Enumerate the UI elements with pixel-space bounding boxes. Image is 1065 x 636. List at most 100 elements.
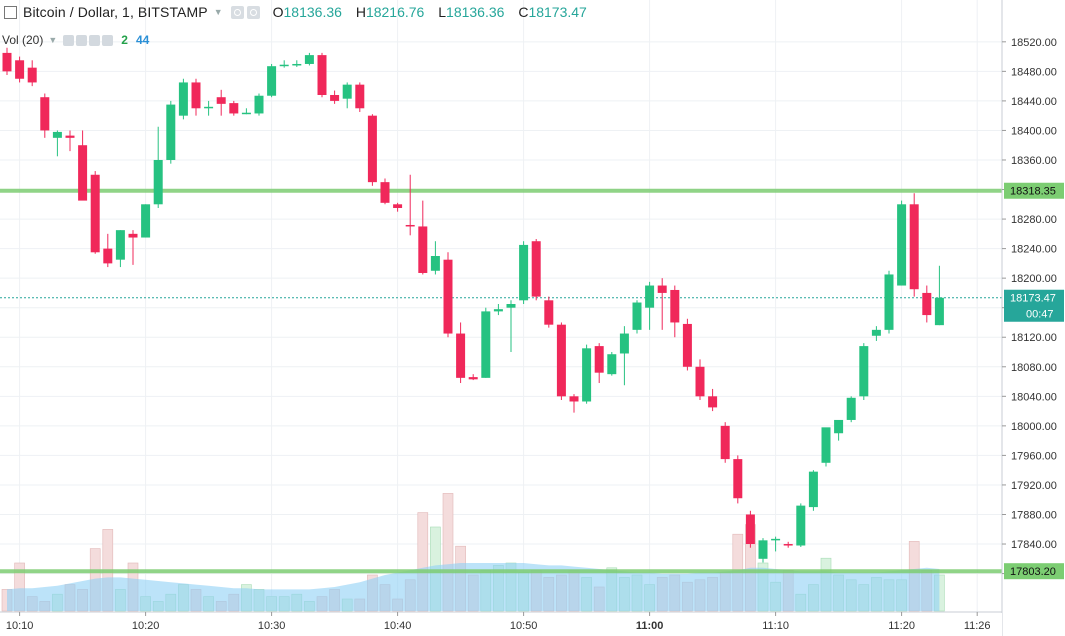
candle-body[interactable]	[330, 94, 340, 101]
close-value: 18173.47	[528, 4, 587, 20]
candles	[2, 47, 944, 563]
candle-body[interactable]	[153, 159, 163, 205]
time-tick-label: 10:20	[132, 620, 160, 632]
candle-body[interactable]	[443, 259, 453, 334]
candle-body[interactable]	[27, 67, 37, 83]
candle-body[interactable]	[65, 135, 75, 138]
candle-body[interactable]	[531, 241, 541, 297]
settings-icon[interactable]	[230, 5, 244, 19]
candle-body[interactable]	[556, 324, 566, 397]
candle-body[interactable]	[733, 459, 743, 499]
candle-body[interactable]	[204, 106, 214, 109]
candle-body[interactable]	[241, 112, 251, 115]
candle-body[interactable]	[481, 311, 491, 378]
candle-body[interactable]	[355, 84, 365, 109]
candle-body[interactable]	[52, 131, 62, 138]
price-tick-label: 18080.00	[1011, 362, 1057, 374]
last-price-label: 18173.47	[1010, 293, 1056, 305]
candle-body[interactable]	[695, 366, 705, 397]
candle-body[interactable]	[90, 174, 100, 253]
candle-body[interactable]	[304, 55, 314, 64]
candle-body[interactable]	[922, 292, 932, 316]
candle-body[interactable]	[720, 425, 730, 460]
candle-body[interactable]	[418, 226, 428, 273]
candle-body[interactable]	[871, 329, 881, 336]
candle-body[interactable]	[657, 285, 667, 293]
candle-body[interactable]	[934, 297, 944, 326]
candle-body[interactable]	[393, 204, 403, 208]
chevron-down-icon[interactable]: ▼	[48, 35, 58, 45]
candle-body[interactable]	[909, 204, 919, 290]
close-icon[interactable]	[102, 34, 114, 46]
candle-body[interactable]	[582, 348, 592, 402]
candle-body[interactable]	[456, 333, 466, 378]
candle-body[interactable]	[670, 289, 680, 323]
candle-body[interactable]	[796, 505, 806, 546]
candle-body[interactable]	[216, 97, 226, 104]
candle-body[interactable]	[771, 538, 781, 541]
candle-body[interactable]	[380, 182, 390, 203]
eye-icon[interactable]	[63, 34, 75, 46]
candle-body[interactable]	[758, 540, 768, 559]
candle-body[interactable]	[254, 95, 264, 114]
price-tick-label: 18000.00	[1011, 421, 1057, 433]
plus-icon[interactable]	[89, 34, 101, 46]
candle-body[interactable]	[821, 427, 831, 463]
candle-body[interactable]	[2, 52, 12, 72]
candle-body[interactable]	[178, 82, 188, 116]
volume-label[interactable]: Vol (20)	[2, 33, 44, 47]
candle-body[interactable]	[15, 60, 25, 79]
candle-body[interactable]	[708, 396, 718, 408]
candle-body[interactable]	[141, 204, 151, 238]
candle-body[interactable]	[191, 82, 201, 109]
collapse-square-icon[interactable]	[4, 5, 17, 19]
candle-body[interactable]	[884, 274, 894, 330]
candle-body[interactable]	[279, 64, 289, 67]
price-tick-label: 18280.00	[1011, 214, 1057, 226]
candle-body[interactable]	[506, 304, 516, 308]
candle-body[interactable]	[342, 84, 352, 99]
candle-body[interactable]	[783, 544, 793, 546]
candle-body[interactable]	[40, 97, 50, 131]
candle-body[interactable]	[619, 333, 629, 354]
candle-body[interactable]	[632, 302, 642, 330]
candle-body[interactable]	[834, 419, 844, 434]
candle-body[interactable]	[859, 346, 869, 397]
candle-body[interactable]	[115, 230, 125, 260]
gear-icon[interactable]	[76, 34, 88, 46]
candle-body[interactable]	[128, 233, 138, 238]
chevron-down-icon[interactable]: ▼	[213, 7, 223, 17]
candle-body[interactable]	[897, 204, 907, 286]
gear-icon[interactable]	[246, 5, 260, 19]
low-value: 18136.36	[446, 4, 505, 20]
price-tick-label: 18360.00	[1011, 155, 1057, 167]
candle-body[interactable]	[103, 248, 113, 264]
candle-body[interactable]	[78, 145, 88, 201]
candle-body[interactable]	[682, 323, 692, 367]
candle-body[interactable]	[645, 285, 655, 308]
level-price-tag	[1004, 563, 1064, 580]
candle-body[interactable]	[468, 377, 478, 380]
candle-body[interactable]	[267, 66, 277, 96]
candle-body[interactable]	[430, 255, 440, 271]
candle-body[interactable]	[166, 104, 176, 160]
candle-body[interactable]	[292, 63, 302, 66]
candle-body[interactable]	[317, 55, 327, 95]
candle-body[interactable]	[544, 300, 554, 325]
candle-body[interactable]	[493, 309, 503, 312]
time-tick-label: 11:26	[964, 620, 991, 632]
candle-body[interactable]	[846, 397, 856, 420]
candle-body[interactable]	[808, 471, 818, 508]
candle-body[interactable]	[229, 103, 239, 114]
candle-body[interactable]	[594, 346, 604, 373]
candle-body[interactable]	[569, 396, 579, 402]
candle-body[interactable]	[367, 115, 377, 183]
candle-body[interactable]	[519, 244, 529, 301]
candle-body[interactable]	[405, 224, 415, 227]
candle-body[interactable]	[607, 354, 617, 375]
symbol-title[interactable]: Bitcoin / Dollar, 1, BITSTAMP	[23, 4, 208, 20]
candle-body[interactable]	[745, 514, 755, 545]
